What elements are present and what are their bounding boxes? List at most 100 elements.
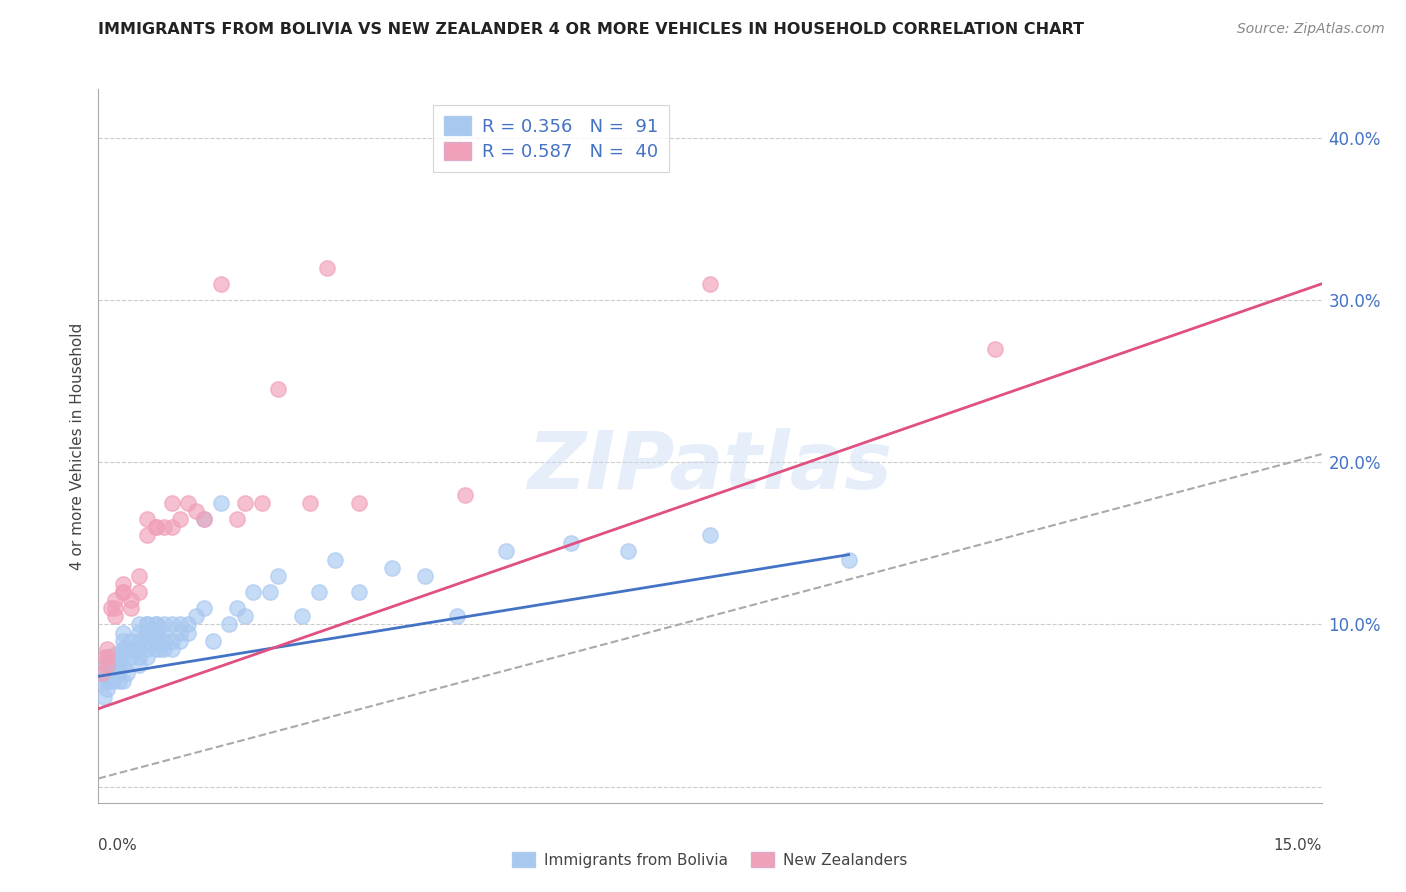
Point (226, 601, 249, 615)
Point (100, 601, 122, 615)
Point (242, 585, 264, 599)
Point (617, 544, 640, 558)
Point (104, 647, 127, 661)
Point (115, 666, 138, 681)
Point (96, 666, 118, 681)
Point (136, 528, 159, 542)
Point (160, 641, 183, 656)
Point (120, 593, 142, 607)
Point (128, 641, 150, 656)
Point (233, 609, 256, 624)
Point (160, 520, 183, 534)
Point (91, 666, 114, 681)
Point (145, 520, 167, 534)
Point (136, 617, 159, 632)
Point (152, 633, 174, 648)
Point (495, 544, 517, 558)
Point (259, 585, 281, 599)
Point (136, 617, 159, 632)
Point (413, 568, 436, 582)
Point (128, 585, 150, 599)
Point (128, 625, 150, 640)
Point (111, 657, 134, 672)
Point (169, 633, 191, 648)
Point (98, 666, 121, 681)
Point (299, 496, 322, 510)
Point (193, 512, 215, 526)
Point (446, 609, 468, 624)
Point (101, 657, 124, 672)
Point (149, 641, 172, 656)
Point (96, 649, 118, 664)
Point (145, 625, 167, 640)
Text: 0.0%: 0.0% (98, 838, 138, 854)
Point (177, 617, 200, 632)
Text: 15.0%: 15.0% (1274, 838, 1322, 854)
Point (93, 690, 115, 705)
Point (169, 512, 191, 526)
Point (104, 663, 127, 677)
Point (152, 617, 174, 632)
Text: Source: ZipAtlas.com: Source: ZipAtlas.com (1237, 22, 1385, 37)
Point (315, 260, 337, 275)
Point (103, 669, 125, 683)
Point (145, 617, 167, 632)
Point (186, 504, 208, 518)
Point (186, 609, 208, 624)
Point (98, 674, 121, 689)
Point (152, 625, 174, 640)
Point (308, 585, 330, 599)
Point (120, 601, 142, 615)
Point (838, 552, 860, 566)
Point (108, 674, 131, 689)
Point (96, 657, 118, 672)
Point (120, 649, 142, 664)
Point (136, 633, 159, 648)
Point (250, 496, 273, 510)
Point (136, 512, 159, 526)
Point (100, 666, 122, 681)
Point (100, 657, 122, 672)
Point (111, 641, 134, 656)
Point (94, 666, 117, 681)
Point (145, 520, 167, 534)
Point (136, 625, 159, 640)
Point (111, 585, 134, 599)
Y-axis label: 4 or more Vehicles in Household: 4 or more Vehicles in Household (69, 322, 84, 570)
Point (94, 657, 117, 672)
Point (349, 496, 371, 510)
Point (152, 641, 174, 656)
Point (111, 633, 134, 648)
Legend: R = 0.356   N =  91, R = 0.587   N =  40: R = 0.356 N = 91, R = 0.587 N = 40 (433, 105, 669, 172)
Point (145, 625, 167, 640)
Point (218, 617, 240, 632)
Point (124, 641, 146, 656)
Point (128, 568, 150, 582)
Point (160, 633, 183, 648)
Point (104, 593, 127, 607)
Point (323, 552, 346, 566)
Point (105, 657, 128, 672)
Point (100, 649, 122, 664)
Text: IMMIGRANTS FROM BOLIVIA VS NEW ZEALANDER 4 OR MORE VEHICLES IN HOUSEHOLD CORRELA: IMMIGRANTS FROM BOLIVIA VS NEW ZEALANDER… (98, 22, 1084, 37)
Point (145, 633, 167, 648)
Point (120, 633, 142, 648)
Point (111, 674, 134, 689)
Point (160, 617, 183, 632)
Point (111, 649, 134, 664)
Point (699, 277, 721, 291)
Point (381, 560, 404, 574)
Point (128, 617, 150, 632)
Point (128, 633, 150, 648)
Point (209, 496, 232, 510)
Point (114, 641, 136, 656)
Point (193, 512, 215, 526)
Point (267, 568, 290, 582)
Point (96, 682, 118, 697)
Point (209, 277, 232, 291)
Point (111, 585, 134, 599)
Point (104, 601, 127, 615)
Point (152, 520, 174, 534)
Point (136, 649, 159, 664)
Point (96, 674, 118, 689)
